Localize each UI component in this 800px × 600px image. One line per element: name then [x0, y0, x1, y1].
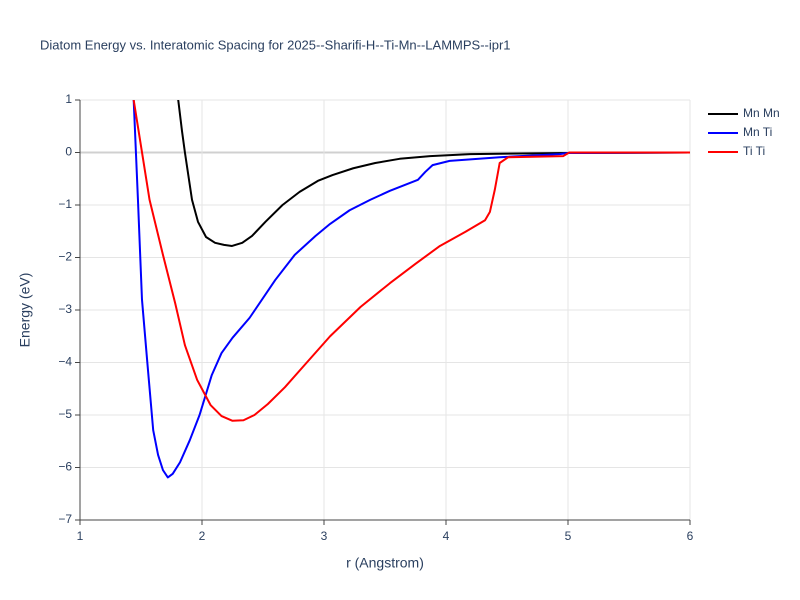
x-tick-label: 3 [321, 529, 328, 543]
series-line [132, 100, 690, 479]
chart-title: Diatom Energy vs. Interatomic Spacing fo… [40, 37, 511, 52]
y-axis-label: Energy (eV) [17, 273, 33, 348]
x-tick-label: 1 [77, 529, 84, 543]
y-tick-label: −2 [58, 250, 72, 264]
x-axis-label: r (Angstrom) [346, 555, 424, 571]
x-tick-label: 2 [199, 529, 206, 543]
plot-area [132, 100, 690, 479]
x-tick-label: 6 [687, 529, 694, 543]
y-tick-label: 1 [65, 92, 72, 106]
y-tick-label: −7 [58, 512, 72, 526]
legend-label: Ti Ti [743, 144, 765, 158]
y-tick-label: −5 [58, 407, 72, 421]
series-line [177, 100, 690, 247]
y-tick-label: −6 [58, 460, 72, 474]
y-tick-label: −4 [58, 355, 72, 369]
x-tick-label: 4 [443, 529, 450, 543]
y-tick-label: −3 [58, 302, 72, 316]
y-tick-label: 0 [65, 145, 72, 159]
y-tick-label: −1 [58, 197, 72, 211]
x-tick-label: 5 [565, 529, 572, 543]
series-line [132, 100, 690, 422]
legend-label: Mn Ti [743, 125, 772, 139]
legend-label: Mn Mn [743, 106, 780, 120]
